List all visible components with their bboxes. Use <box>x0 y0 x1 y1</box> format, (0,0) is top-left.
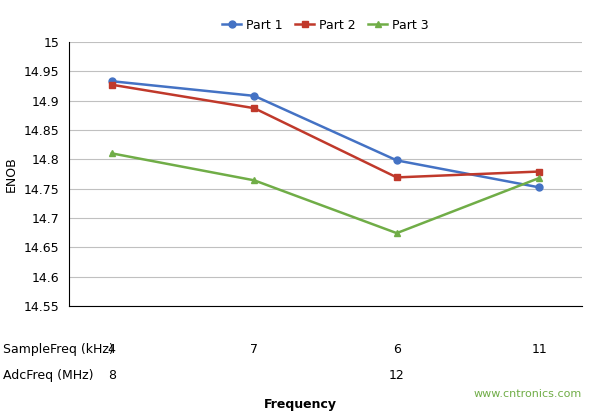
Line: Part 1: Part 1 <box>108 78 543 191</box>
Part 1 <box>393 158 400 163</box>
Text: www.cntronics.com: www.cntronics.com <box>474 389 582 399</box>
Part 1 <box>536 185 543 190</box>
Text: SampleFreq (kHz): SampleFreq (kHz) <box>3 343 114 357</box>
Text: 12: 12 <box>389 368 404 382</box>
Part 2 <box>108 82 115 87</box>
Part 2 <box>536 169 543 174</box>
Part 3 <box>251 178 258 183</box>
Part 1 <box>108 79 115 84</box>
Text: Frequency: Frequency <box>263 398 337 411</box>
Text: 4: 4 <box>108 343 116 357</box>
Part 2 <box>251 106 258 111</box>
Y-axis label: ENOB: ENOB <box>5 156 18 192</box>
Line: Part 3: Part 3 <box>108 150 543 237</box>
Part 1 <box>251 93 258 98</box>
Text: 8: 8 <box>108 368 116 382</box>
Part 3 <box>393 230 400 235</box>
Text: 11: 11 <box>532 343 547 357</box>
Part 3 <box>536 176 543 181</box>
Legend: Part 1, Part 2, Part 3: Part 1, Part 2, Part 3 <box>217 14 434 37</box>
Part 2 <box>393 175 400 180</box>
Part 3 <box>108 151 115 156</box>
Text: 7: 7 <box>250 343 258 357</box>
Line: Part 2: Part 2 <box>108 81 543 181</box>
Text: 6: 6 <box>393 343 401 357</box>
Text: AdcFreq (MHz): AdcFreq (MHz) <box>3 368 94 382</box>
